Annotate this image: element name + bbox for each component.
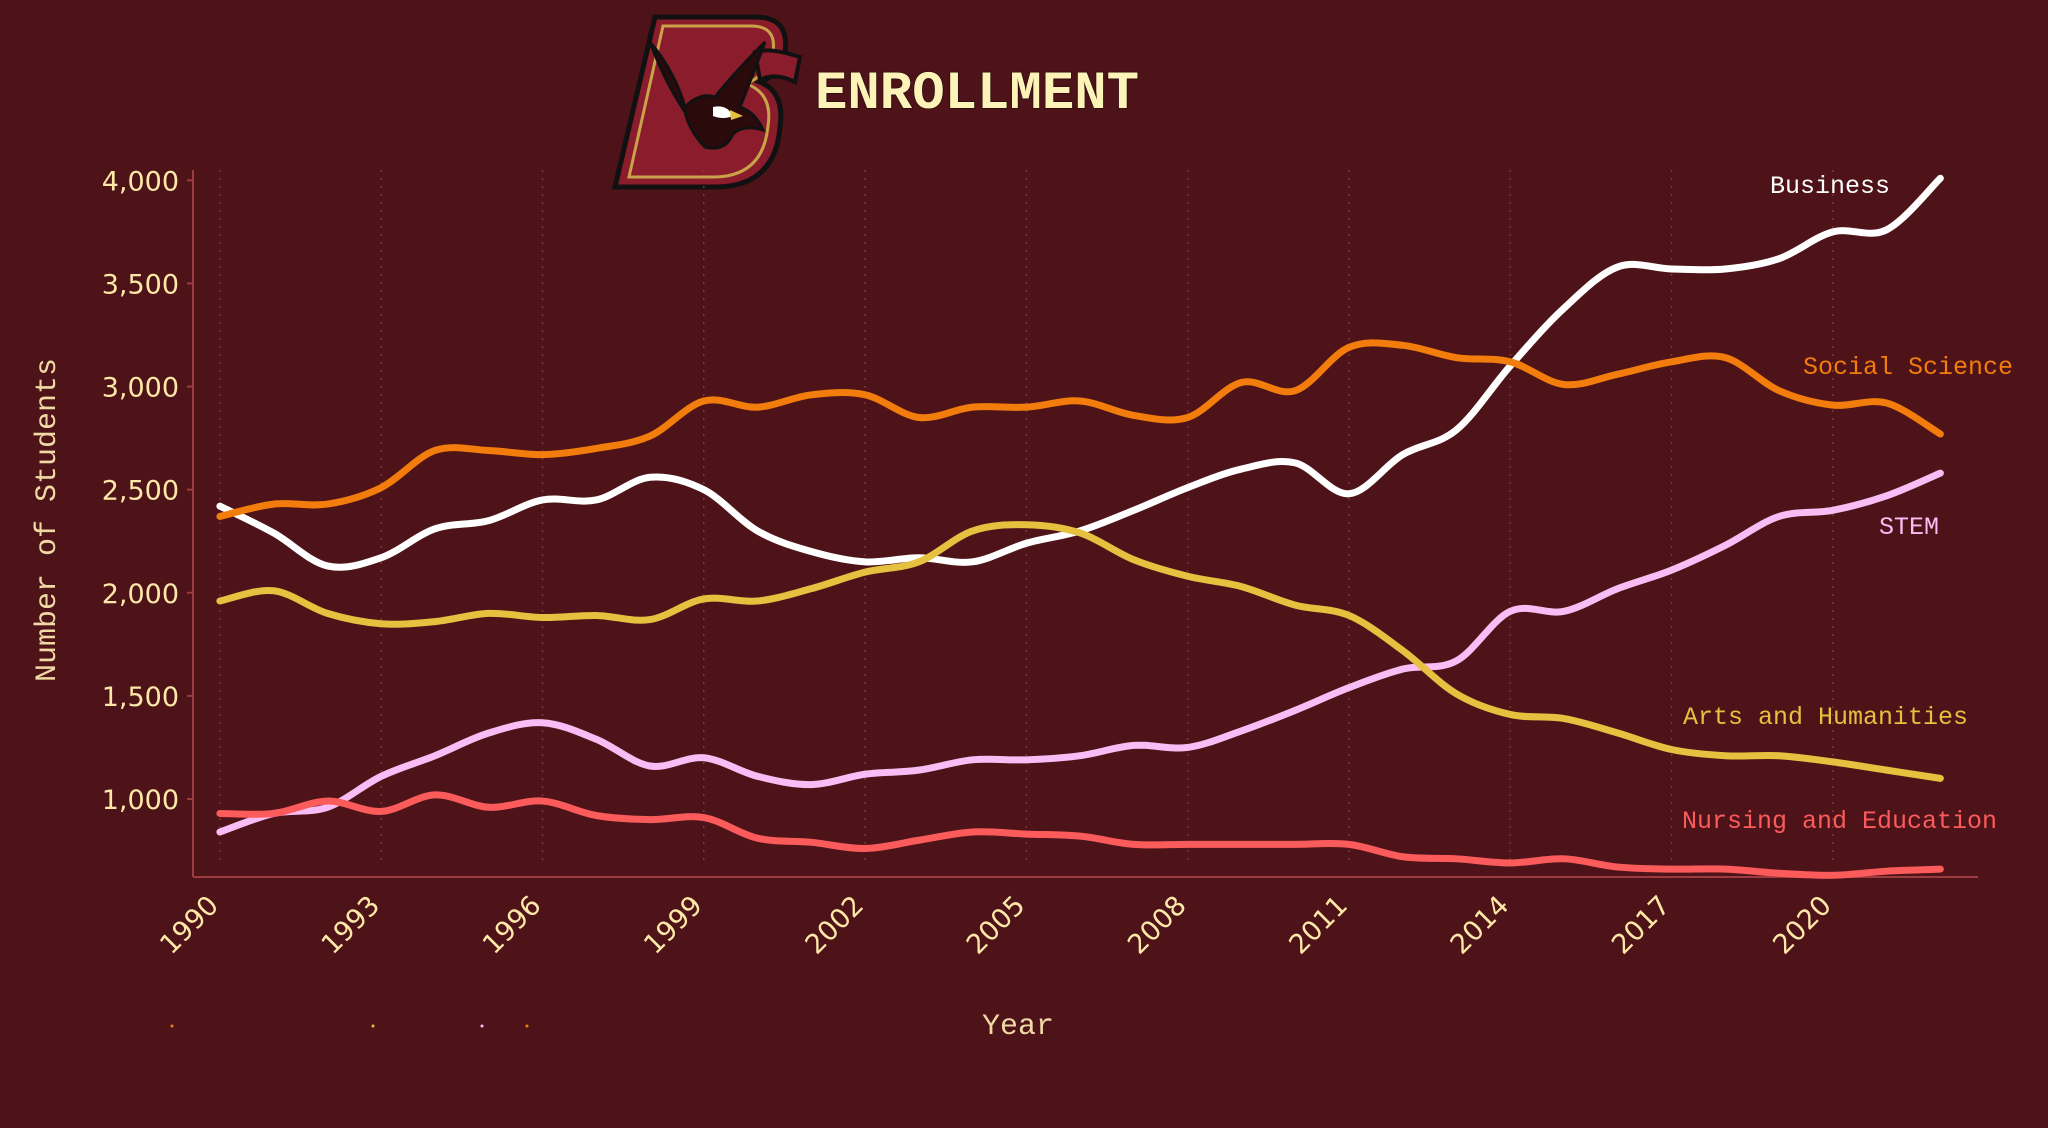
y-tick-label: 3,000 xyxy=(102,373,179,404)
legend-dot xyxy=(371,1024,375,1028)
series-line-stem xyxy=(216,469,1944,836)
y-tick-label: 1,500 xyxy=(102,682,179,713)
chart-title: ENROLLMENT xyxy=(815,64,1139,125)
series-line-business xyxy=(216,174,1944,571)
y-axis-ticks: 1,000 1,500 2,000 2,500 3,000 3,500 4,000 xyxy=(102,166,193,816)
x-tick-label: 1996 xyxy=(477,890,548,961)
y-tick-label: 2,500 xyxy=(102,476,179,507)
x-tick-label: 1993 xyxy=(316,890,387,961)
bc-eagle-logo-icon xyxy=(611,14,803,190)
legend-dot xyxy=(170,1024,174,1028)
series-line-social-science xyxy=(216,339,1944,520)
series-label-arts-and-humanities: Arts and Humanities xyxy=(1683,703,1968,732)
series-label-social-science: Social Science xyxy=(1803,353,2013,382)
series-label-stem: STEM xyxy=(1879,513,1939,542)
logo-c-shape xyxy=(752,48,803,85)
series-label-nursing-and-education: Nursing and Education xyxy=(1682,807,1997,836)
series-labels: Business Social Science STEM Arts and Human… xyxy=(1682,172,2013,836)
axes xyxy=(192,170,1978,878)
y-tick-label: 2,000 xyxy=(102,579,179,610)
y-tick-label: 4,000 xyxy=(102,166,179,197)
x-tick-label: 1999 xyxy=(638,890,709,961)
legend-remnant-dots xyxy=(170,1024,529,1028)
legend-dot xyxy=(480,1024,484,1028)
y-tick-label: 1,000 xyxy=(102,785,179,816)
legend-dot xyxy=(525,1024,529,1028)
x-tick-label: 1990 xyxy=(154,890,225,961)
eagle-icon xyxy=(648,40,767,150)
x-axis-ticks: 1990 1993 1996 1999 2002 2005 2008 2011 2014 2017… xyxy=(154,890,1837,961)
series-label-business: Business xyxy=(1770,172,1890,201)
y-axis-label: Number of Students xyxy=(31,358,65,682)
x-tick-label: 2008 xyxy=(1122,890,1193,961)
x-tick-label: 2002 xyxy=(800,890,871,961)
x-axis-label: Year xyxy=(982,1010,1054,1044)
x-tick-label: 2011 xyxy=(1283,890,1354,961)
y-tick-label: 3,500 xyxy=(102,269,179,300)
series-line-arts-and-humanities xyxy=(216,521,1944,782)
x-tick-label: 2014 xyxy=(1445,890,1516,961)
x-tick-label: 2020 xyxy=(1767,890,1838,961)
series-line-nursing-and-education xyxy=(216,791,1944,879)
series-lines xyxy=(216,174,1944,879)
x-tick-label: 2005 xyxy=(961,890,1032,961)
x-tick-label: 2017 xyxy=(1606,890,1677,961)
